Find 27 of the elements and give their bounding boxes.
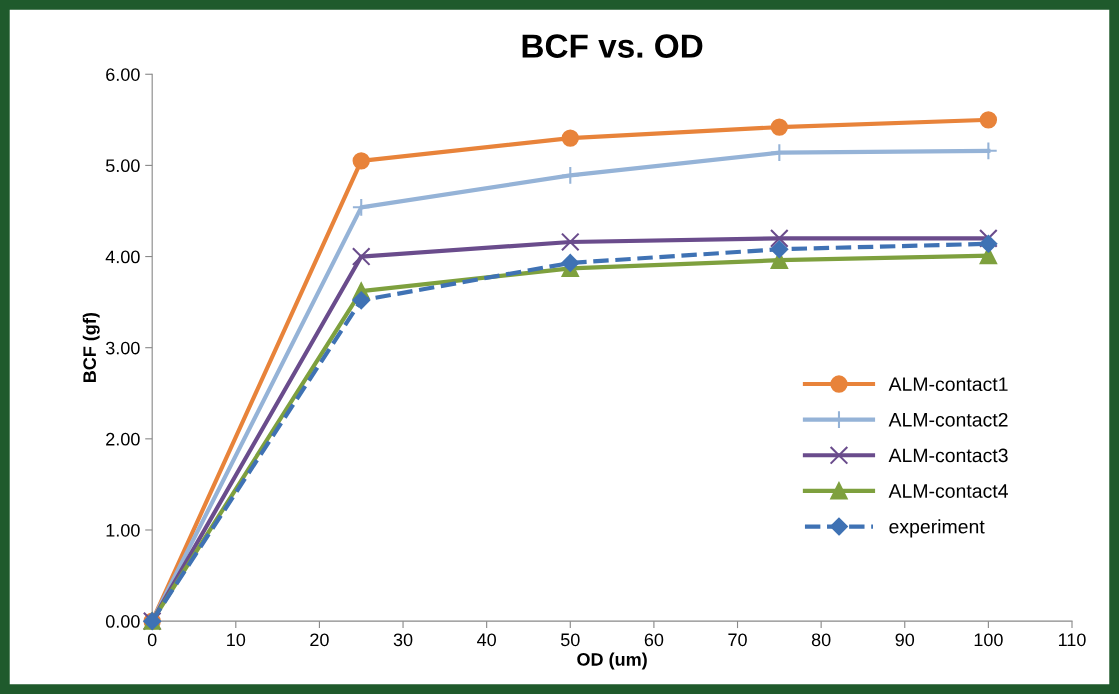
- y-tick-label: 1.00: [106, 523, 140, 537]
- y-tick-label: 3.00: [105, 341, 140, 355]
- x-tick-label: 40: [477, 633, 496, 647]
- y-tick-label: 6.00: [106, 68, 140, 81]
- y-tick-label: 5.00: [105, 159, 140, 173]
- legend-label: ALM-contact2: [888, 412, 1008, 427]
- chart-title: BCF vs. OD: [522, 34, 703, 58]
- x-tick-label: 30: [393, 633, 413, 647]
- legend-label: experiment: [889, 519, 985, 538]
- x-tick-label: 60: [644, 633, 664, 647]
- x-tick-label: 80: [811, 633, 831, 647]
- x-tick-label: 50: [560, 633, 580, 647]
- x-tick-label: 20: [310, 633, 329, 647]
- x-tick-label: 100: [974, 633, 1003, 647]
- y-tick-label: 2.00: [106, 432, 140, 446]
- legend-label: ALM-contact1: [888, 377, 1008, 392]
- x-tick-label: 90: [895, 633, 915, 647]
- x-tick-label: 0: [147, 633, 157, 647]
- y-tick-label: 4.00: [105, 250, 140, 264]
- x-tick-label: 110: [1058, 633, 1086, 647]
- x-tick-label: 70: [728, 633, 747, 647]
- legend-label: ALM-contact4: [888, 484, 1008, 498]
- x-axis-title: OD (um): [577, 652, 647, 670]
- y-axis-title: BCF (gf): [82, 312, 100, 383]
- y-tick-label: 0.00: [105, 615, 140, 628]
- x-tick-label: 10: [227, 633, 246, 647]
- legend-label: ALM-contact3: [888, 448, 1008, 463]
